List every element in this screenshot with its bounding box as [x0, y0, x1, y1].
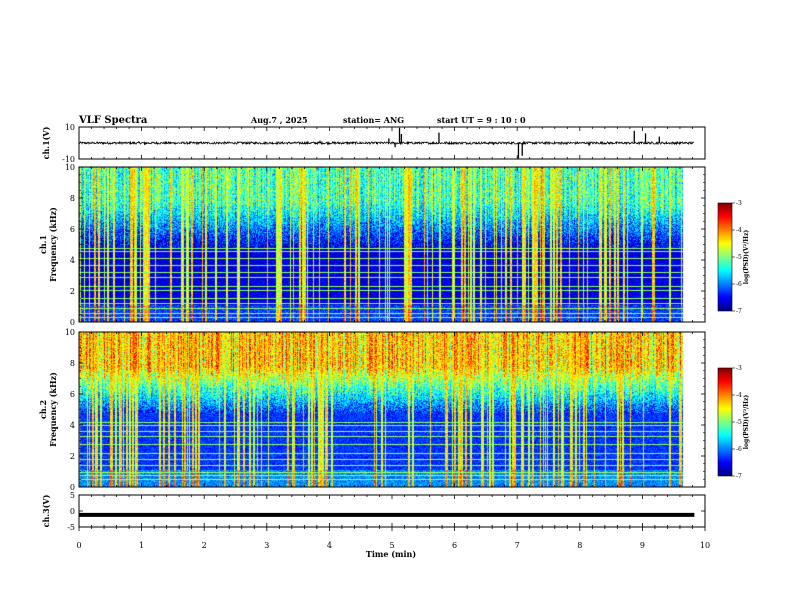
y-tick-label: 0 — [70, 483, 75, 492]
colorbar-tick-label: -6 — [736, 281, 742, 288]
y-tick-label: 0 — [70, 318, 75, 327]
ch2-spectrogram-panel: 0 2 4 6 8 10 ch.2Frequency (kHz) — [38, 328, 706, 492]
y-tick-label: 5 — [70, 491, 75, 500]
x-tick-label: 8 — [577, 541, 582, 550]
ch3-waveform-panel: 5 0 -5 ch.3(V) — [41, 491, 706, 532]
ch1-trace — [78, 140, 695, 146]
colorbar-scale — [717, 202, 733, 312]
colorbar-tick-label: -6 — [736, 446, 742, 453]
station-label: station= ANG — [343, 115, 404, 125]
time-axis-title: Time (min) — [366, 549, 416, 559]
y-axis-title: ch.3(V) — [41, 494, 51, 527]
colorbar-ch2: -3 -4 -5 -6 -7 log(PSD)(V²/Hz) — [717, 365, 750, 480]
y-axis-title-line: ch.1 — [38, 235, 48, 254]
colorbar-tick-label: -3 — [736, 200, 742, 207]
colorbar-tick-label: -5 — [736, 419, 742, 426]
x-tick-label: 0 — [76, 541, 81, 550]
x-tick-label: 10 — [700, 541, 710, 550]
x-tick-label: 9 — [640, 541, 645, 550]
date-label: Aug.7 , 2025 — [250, 115, 308, 125]
y-tick-label: 0 — [70, 507, 75, 516]
y-tick-label: 10 — [65, 163, 75, 172]
colorbar-tick-label: -7 — [736, 473, 742, 480]
x-tick-label: 4 — [327, 541, 332, 550]
y-axis-title-line: Frequency (kHz) — [48, 372, 58, 447]
y-tick-label: 2 — [70, 452, 75, 461]
x-tick-label: 6 — [452, 541, 457, 550]
y-tick-label: 10 — [65, 123, 75, 132]
y-tick-label: 6 — [70, 390, 75, 399]
colorbar-scale — [717, 367, 733, 477]
y-axis-title-line: ch.2 — [38, 400, 48, 419]
y-tick-label: 4 — [70, 421, 75, 430]
colorbar-tick-label: -5 — [736, 254, 742, 261]
panel-frame — [78, 494, 706, 528]
colorbar-tick-label: -4 — [736, 392, 742, 399]
y-axis-title: ch.1(V) — [41, 126, 51, 159]
ch1-waveform-panel: 10 -10 ch.1(V) — [41, 123, 706, 164]
y-tick-label: 8 — [70, 194, 75, 203]
x-tick-label: 5 — [389, 541, 394, 550]
colorbar-tick-label: -3 — [736, 365, 742, 372]
colorbar-tick-label: -7 — [736, 308, 742, 315]
ch1-spectrogram-panel: 0 2 4 6 8 10 ch.1Frequency (kHz) — [38, 163, 706, 327]
x-tick-label: 7 — [515, 541, 520, 550]
time-axis: 0 1 2 3 4 5 6 7 8 9 10 — [76, 541, 710, 550]
y-tick-label: 8 — [70, 359, 75, 368]
x-tick-label: 1 — [139, 541, 144, 550]
y-tick-label: 4 — [70, 256, 75, 265]
x-tick-label: 3 — [264, 541, 269, 550]
x-tick-label: 2 — [202, 541, 207, 550]
ch2-spectrogram-image — [79, 332, 693, 487]
colorbar-title: log(PSD)(V²/Hz) — [743, 395, 750, 450]
y-axis-title: ch.1Frequency (kHz) — [38, 207, 58, 282]
y-tick-label: -5 — [67, 523, 75, 532]
y-axis-title: ch.2Frequency (kHz) — [38, 372, 58, 447]
ch1-spectrogram-image — [79, 167, 693, 322]
y-axis-title-line: Frequency (kHz) — [48, 207, 58, 282]
colorbar-ch1: -3 -4 -5 -6 -7 log(PSD)(V²/Hz) — [717, 200, 750, 315]
y-tick-label: 2 — [70, 287, 75, 296]
figure-title: VLF Spectra — [78, 115, 148, 126]
colorbar-tick-label: -4 — [736, 227, 742, 234]
y-tick-label: 6 — [70, 225, 75, 234]
start-time-label: start UT = 9 : 10 : 0 — [437, 115, 526, 125]
y-tick-label: 10 — [65, 328, 75, 337]
y-tick-label: -10 — [62, 155, 75, 164]
colorbar-title: log(PSD)(V²/Hz) — [743, 230, 750, 285]
